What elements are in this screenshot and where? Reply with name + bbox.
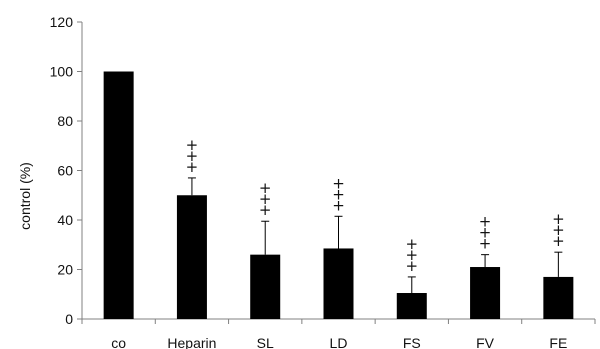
x-tick-label-ld: LD (330, 335, 348, 349)
significance-marker-ld: + + + (332, 174, 345, 214)
y-tick-label: 60 (57, 163, 73, 179)
significance-marker-sl: + + + (259, 179, 272, 219)
y-tick-label: 20 (57, 262, 73, 278)
significance-markers: + + + + + + + + + + + + + + + + + + (186, 136, 565, 275)
significance-marker-fe: + + + (552, 210, 565, 250)
y-axis-tick-labels: 0 20 40 60 80 100 120 (50, 14, 74, 327)
y-tick-label: 80 (57, 113, 73, 129)
bar-ld (323, 248, 354, 319)
x-tick-label-fe: FE (549, 335, 567, 349)
bar-sl (250, 254, 281, 319)
bar-fe (543, 276, 574, 319)
bar-heparin (176, 195, 207, 319)
x-tick-label-co: co (111, 335, 126, 349)
x-tick-label-sl: SL (257, 335, 274, 349)
x-axis-tick-labels: co Heparin SL LD FS FV FE (111, 335, 567, 349)
y-tick-label: 40 (57, 212, 73, 228)
bar-fs (396, 293, 427, 319)
x-tick-label-fs: FS (403, 335, 421, 349)
y-tick-label: 0 (65, 311, 73, 327)
y-axis-ticks (77, 21, 82, 320)
significance-marker-heparin: + + + (186, 136, 199, 176)
bars (103, 71, 574, 319)
error-bars (187, 177, 563, 294)
y-tick-label: 120 (50, 14, 74, 30)
x-tick-label-fv: FV (476, 335, 495, 349)
bar-fv (470, 267, 501, 319)
y-axis-title: control (%) (17, 162, 33, 230)
x-tick-label-heparin: Heparin (167, 335, 216, 349)
y-tick-label: 100 (50, 64, 74, 80)
significance-marker-fs: + + + (405, 235, 418, 275)
significance-marker-fv: + + + (479, 213, 492, 253)
x-axis-ticks (81, 319, 596, 324)
bar-co (103, 71, 134, 319)
